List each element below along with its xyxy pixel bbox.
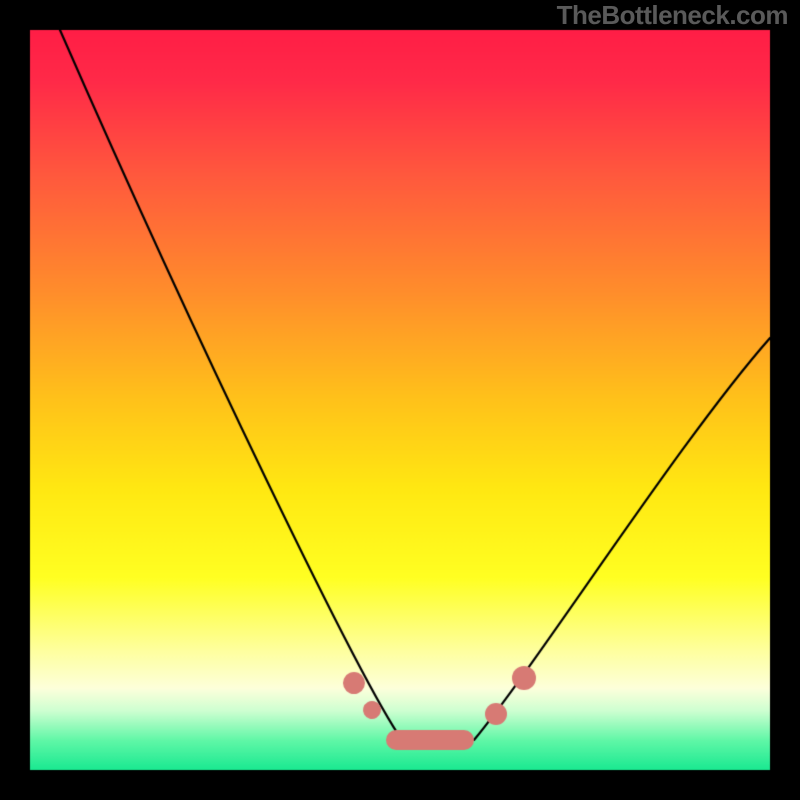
bottleneck-chart-canvas [0, 0, 800, 800]
watermark-text: TheBottleneck.com [557, 0, 788, 31]
